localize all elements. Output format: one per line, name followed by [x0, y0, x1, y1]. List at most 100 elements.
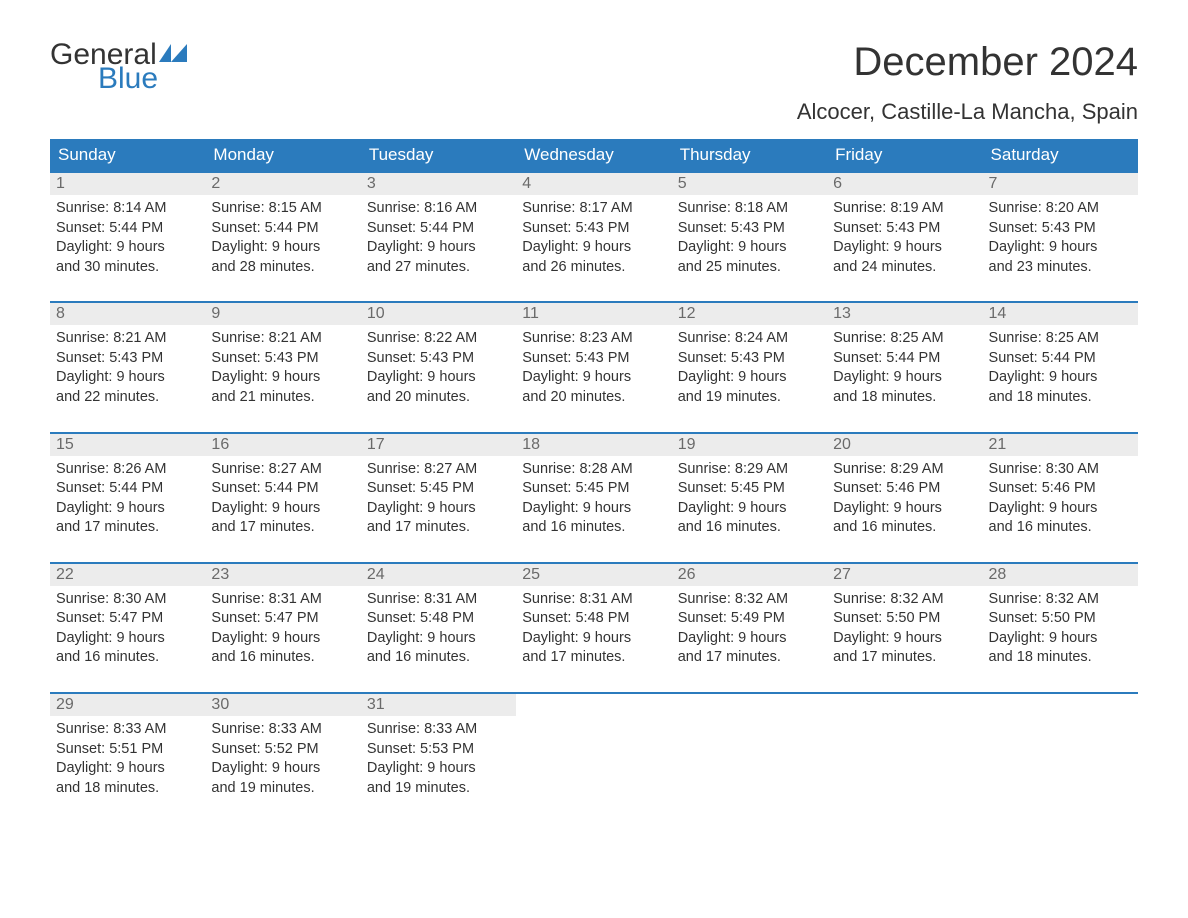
calendar-day-cell: 20Sunrise: 8:29 AMSunset: 5:46 PMDayligh… [827, 433, 982, 563]
day-number: 4 [516, 173, 671, 195]
calendar-day-cell: 7Sunrise: 8:20 AMSunset: 5:43 PMDaylight… [983, 172, 1138, 302]
sunset-text: Sunset: 5:53 PM [367, 740, 510, 760]
day-number: 14 [983, 303, 1138, 325]
daylight-text-2: and 22 minutes. [56, 388, 199, 408]
sunrise-text: Sunrise: 8:32 AM [678, 590, 821, 610]
day-details: Sunrise: 8:33 AMSunset: 5:51 PMDaylight:… [50, 716, 205, 822]
daylight-text-1: Daylight: 9 hours [211, 499, 354, 519]
calendar-day-cell: 10Sunrise: 8:22 AMSunset: 5:43 PMDayligh… [361, 302, 516, 432]
day-number: 12 [672, 303, 827, 325]
calendar-day-cell: 31Sunrise: 8:33 AMSunset: 5:53 PMDayligh… [361, 693, 516, 822]
day-number: 10 [361, 303, 516, 325]
calendar-week-row: 8Sunrise: 8:21 AMSunset: 5:43 PMDaylight… [50, 302, 1138, 432]
sunset-text: Sunset: 5:44 PM [56, 219, 199, 239]
sunrise-text: Sunrise: 8:27 AM [367, 460, 510, 480]
calendar-day-cell: 19Sunrise: 8:29 AMSunset: 5:45 PMDayligh… [672, 433, 827, 563]
day-number: 5 [672, 173, 827, 195]
sunrise-text: Sunrise: 8:15 AM [211, 199, 354, 219]
day-details: Sunrise: 8:28 AMSunset: 5:45 PMDaylight:… [516, 456, 671, 562]
sunrise-text: Sunrise: 8:17 AM [522, 199, 665, 219]
day-details: Sunrise: 8:21 AMSunset: 5:43 PMDaylight:… [50, 325, 205, 431]
sunrise-text: Sunrise: 8:30 AM [989, 460, 1132, 480]
calendar-day-cell: 15Sunrise: 8:26 AMSunset: 5:44 PMDayligh… [50, 433, 205, 563]
day-number: 1 [50, 173, 205, 195]
calendar-day-cell: 21Sunrise: 8:30 AMSunset: 5:46 PMDayligh… [983, 433, 1138, 563]
daylight-text-2: and 26 minutes. [522, 258, 665, 278]
daylight-text-2: and 30 minutes. [56, 258, 199, 278]
calendar-day-cell: 5Sunrise: 8:18 AMSunset: 5:43 PMDaylight… [672, 172, 827, 302]
day-details: Sunrise: 8:18 AMSunset: 5:43 PMDaylight:… [672, 195, 827, 301]
sunrise-text: Sunrise: 8:30 AM [56, 590, 199, 610]
calendar-day-cell: 18Sunrise: 8:28 AMSunset: 5:45 PMDayligh… [516, 433, 671, 563]
calendar-day-cell: 23Sunrise: 8:31 AMSunset: 5:47 PMDayligh… [205, 563, 360, 693]
daylight-text-1: Daylight: 9 hours [367, 499, 510, 519]
daylight-text-1: Daylight: 9 hours [989, 238, 1132, 258]
sunrise-text: Sunrise: 8:31 AM [211, 590, 354, 610]
calendar-day-cell: 3Sunrise: 8:16 AMSunset: 5:44 PMDaylight… [361, 172, 516, 302]
daylight-text-1: Daylight: 9 hours [56, 238, 199, 258]
daylight-text-2: and 17 minutes. [211, 518, 354, 538]
day-number: 11 [516, 303, 671, 325]
day-details: Sunrise: 8:24 AMSunset: 5:43 PMDaylight:… [672, 325, 827, 431]
day-details: Sunrise: 8:31 AMSunset: 5:48 PMDaylight:… [361, 586, 516, 692]
calendar-day-cell: 29Sunrise: 8:33 AMSunset: 5:51 PMDayligh… [50, 693, 205, 822]
daylight-text-2: and 17 minutes. [833, 648, 976, 668]
calendar-day-cell: 16Sunrise: 8:27 AMSunset: 5:44 PMDayligh… [205, 433, 360, 563]
day-details: Sunrise: 8:29 AMSunset: 5:45 PMDaylight:… [672, 456, 827, 562]
calendar-day-cell: 27Sunrise: 8:32 AMSunset: 5:50 PMDayligh… [827, 563, 982, 693]
sunset-text: Sunset: 5:44 PM [211, 479, 354, 499]
day-number: 8 [50, 303, 205, 325]
weekday-header: Monday [205, 139, 360, 172]
weekday-header: Tuesday [361, 139, 516, 172]
sunrise-text: Sunrise: 8:31 AM [367, 590, 510, 610]
day-number: 27 [827, 564, 982, 586]
day-number: 18 [516, 434, 671, 456]
day-number: 2 [205, 173, 360, 195]
calendar-week-row: 15Sunrise: 8:26 AMSunset: 5:44 PMDayligh… [50, 433, 1138, 563]
calendar-week-row: 22Sunrise: 8:30 AMSunset: 5:47 PMDayligh… [50, 563, 1138, 693]
day-details: Sunrise: 8:23 AMSunset: 5:43 PMDaylight:… [516, 325, 671, 431]
daylight-text-1: Daylight: 9 hours [833, 368, 976, 388]
daylight-text-1: Daylight: 9 hours [56, 499, 199, 519]
calendar-day-cell: 12Sunrise: 8:24 AMSunset: 5:43 PMDayligh… [672, 302, 827, 432]
sunrise-text: Sunrise: 8:16 AM [367, 199, 510, 219]
day-details: Sunrise: 8:21 AMSunset: 5:43 PMDaylight:… [205, 325, 360, 431]
sunset-text: Sunset: 5:49 PM [678, 609, 821, 629]
daylight-text-2: and 17 minutes. [367, 518, 510, 538]
sunrise-text: Sunrise: 8:19 AM [833, 199, 976, 219]
calendar-day-cell: 26Sunrise: 8:32 AMSunset: 5:49 PMDayligh… [672, 563, 827, 693]
sunset-text: Sunset: 5:46 PM [989, 479, 1132, 499]
sunrise-text: Sunrise: 8:14 AM [56, 199, 199, 219]
daylight-text-2: and 18 minutes. [56, 779, 199, 799]
calendar-day-cell: 25Sunrise: 8:31 AMSunset: 5:48 PMDayligh… [516, 563, 671, 693]
day-number: 13 [827, 303, 982, 325]
sunset-text: Sunset: 5:47 PM [211, 609, 354, 629]
calendar-day-cell: 17Sunrise: 8:27 AMSunset: 5:45 PMDayligh… [361, 433, 516, 563]
day-details: Sunrise: 8:30 AMSunset: 5:46 PMDaylight:… [983, 456, 1138, 562]
daylight-text-2: and 25 minutes. [678, 258, 821, 278]
day-number: 25 [516, 564, 671, 586]
sunset-text: Sunset: 5:48 PM [367, 609, 510, 629]
sunrise-text: Sunrise: 8:24 AM [678, 329, 821, 349]
weekday-header: Thursday [672, 139, 827, 172]
daylight-text-1: Daylight: 9 hours [989, 629, 1132, 649]
weekday-header: Friday [827, 139, 982, 172]
sunrise-text: Sunrise: 8:28 AM [522, 460, 665, 480]
daylight-text-1: Daylight: 9 hours [522, 368, 665, 388]
sunset-text: Sunset: 5:44 PM [989, 349, 1132, 369]
header: General Blue December 2024 [50, 40, 1138, 94]
day-details: Sunrise: 8:25 AMSunset: 5:44 PMDaylight:… [983, 325, 1138, 431]
calendar-week-row: 29Sunrise: 8:33 AMSunset: 5:51 PMDayligh… [50, 693, 1138, 822]
day-details: Sunrise: 8:14 AMSunset: 5:44 PMDaylight:… [50, 195, 205, 301]
daylight-text-2: and 16 minutes. [678, 518, 821, 538]
daylight-text-1: Daylight: 9 hours [211, 759, 354, 779]
day-details: Sunrise: 8:29 AMSunset: 5:46 PMDaylight:… [827, 456, 982, 562]
sunset-text: Sunset: 5:43 PM [678, 349, 821, 369]
sunrise-text: Sunrise: 8:21 AM [56, 329, 199, 349]
day-number: 23 [205, 564, 360, 586]
day-number: 3 [361, 173, 516, 195]
day-number: 29 [50, 694, 205, 716]
day-details: Sunrise: 8:32 AMSunset: 5:50 PMDaylight:… [983, 586, 1138, 692]
sunrise-text: Sunrise: 8:25 AM [989, 329, 1132, 349]
calendar-day-cell: 6Sunrise: 8:19 AMSunset: 5:43 PMDaylight… [827, 172, 982, 302]
